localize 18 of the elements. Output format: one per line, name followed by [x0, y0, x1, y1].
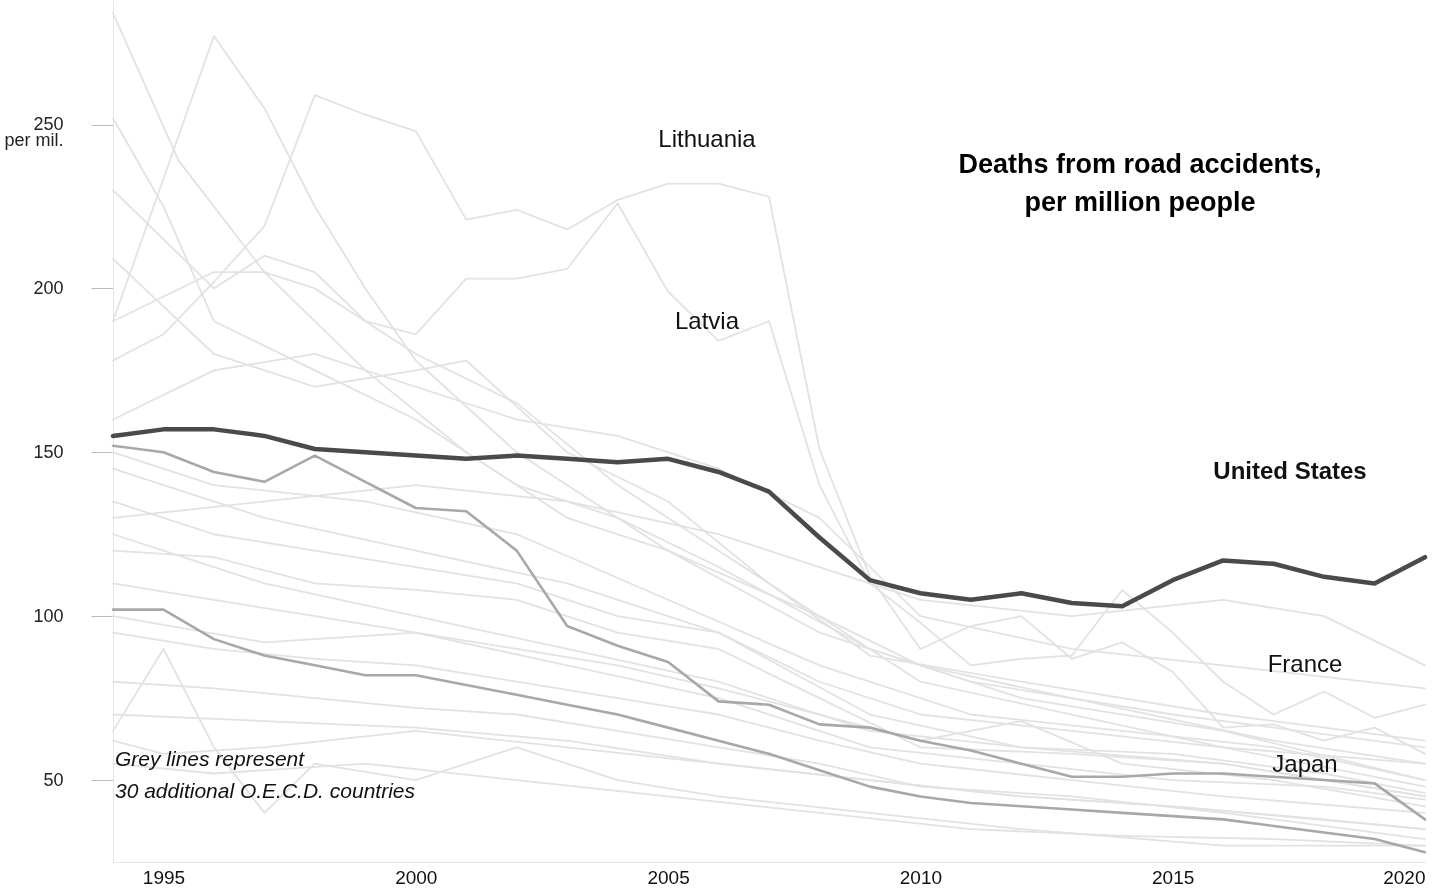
y-tick-label: 200 — [33, 277, 64, 298]
x-tick-label: 2010 — [899, 866, 943, 888]
x-tick-label: 1995 — [142, 866, 186, 888]
x-tick-label: 2015 — [1152, 866, 1195, 888]
annotation: Lithuania — [658, 125, 757, 152]
annotation: Latvia — [674, 307, 740, 334]
text: Deaths from road accidents, per million people — [958, 149, 1322, 217]
annotation: France — [1267, 650, 1343, 677]
annotation: Japan — [1272, 750, 1338, 777]
x-tick-label: 2005 — [647, 866, 690, 888]
y-tick-label: 150 — [33, 441, 64, 462]
y-tick-label: 50 — [43, 769, 64, 790]
x-tick-label: 2020 — [1383, 866, 1426, 888]
y-tick-label: 100 — [33, 605, 64, 626]
annotation: United States — [1213, 457, 1367, 484]
annotation: Grey lines represent 30 additional O.E.C.D. countries — [115, 747, 416, 802]
x-tick-label: 2000 — [395, 866, 438, 888]
y-tick-label: 250 per mil. — [4, 114, 64, 151]
